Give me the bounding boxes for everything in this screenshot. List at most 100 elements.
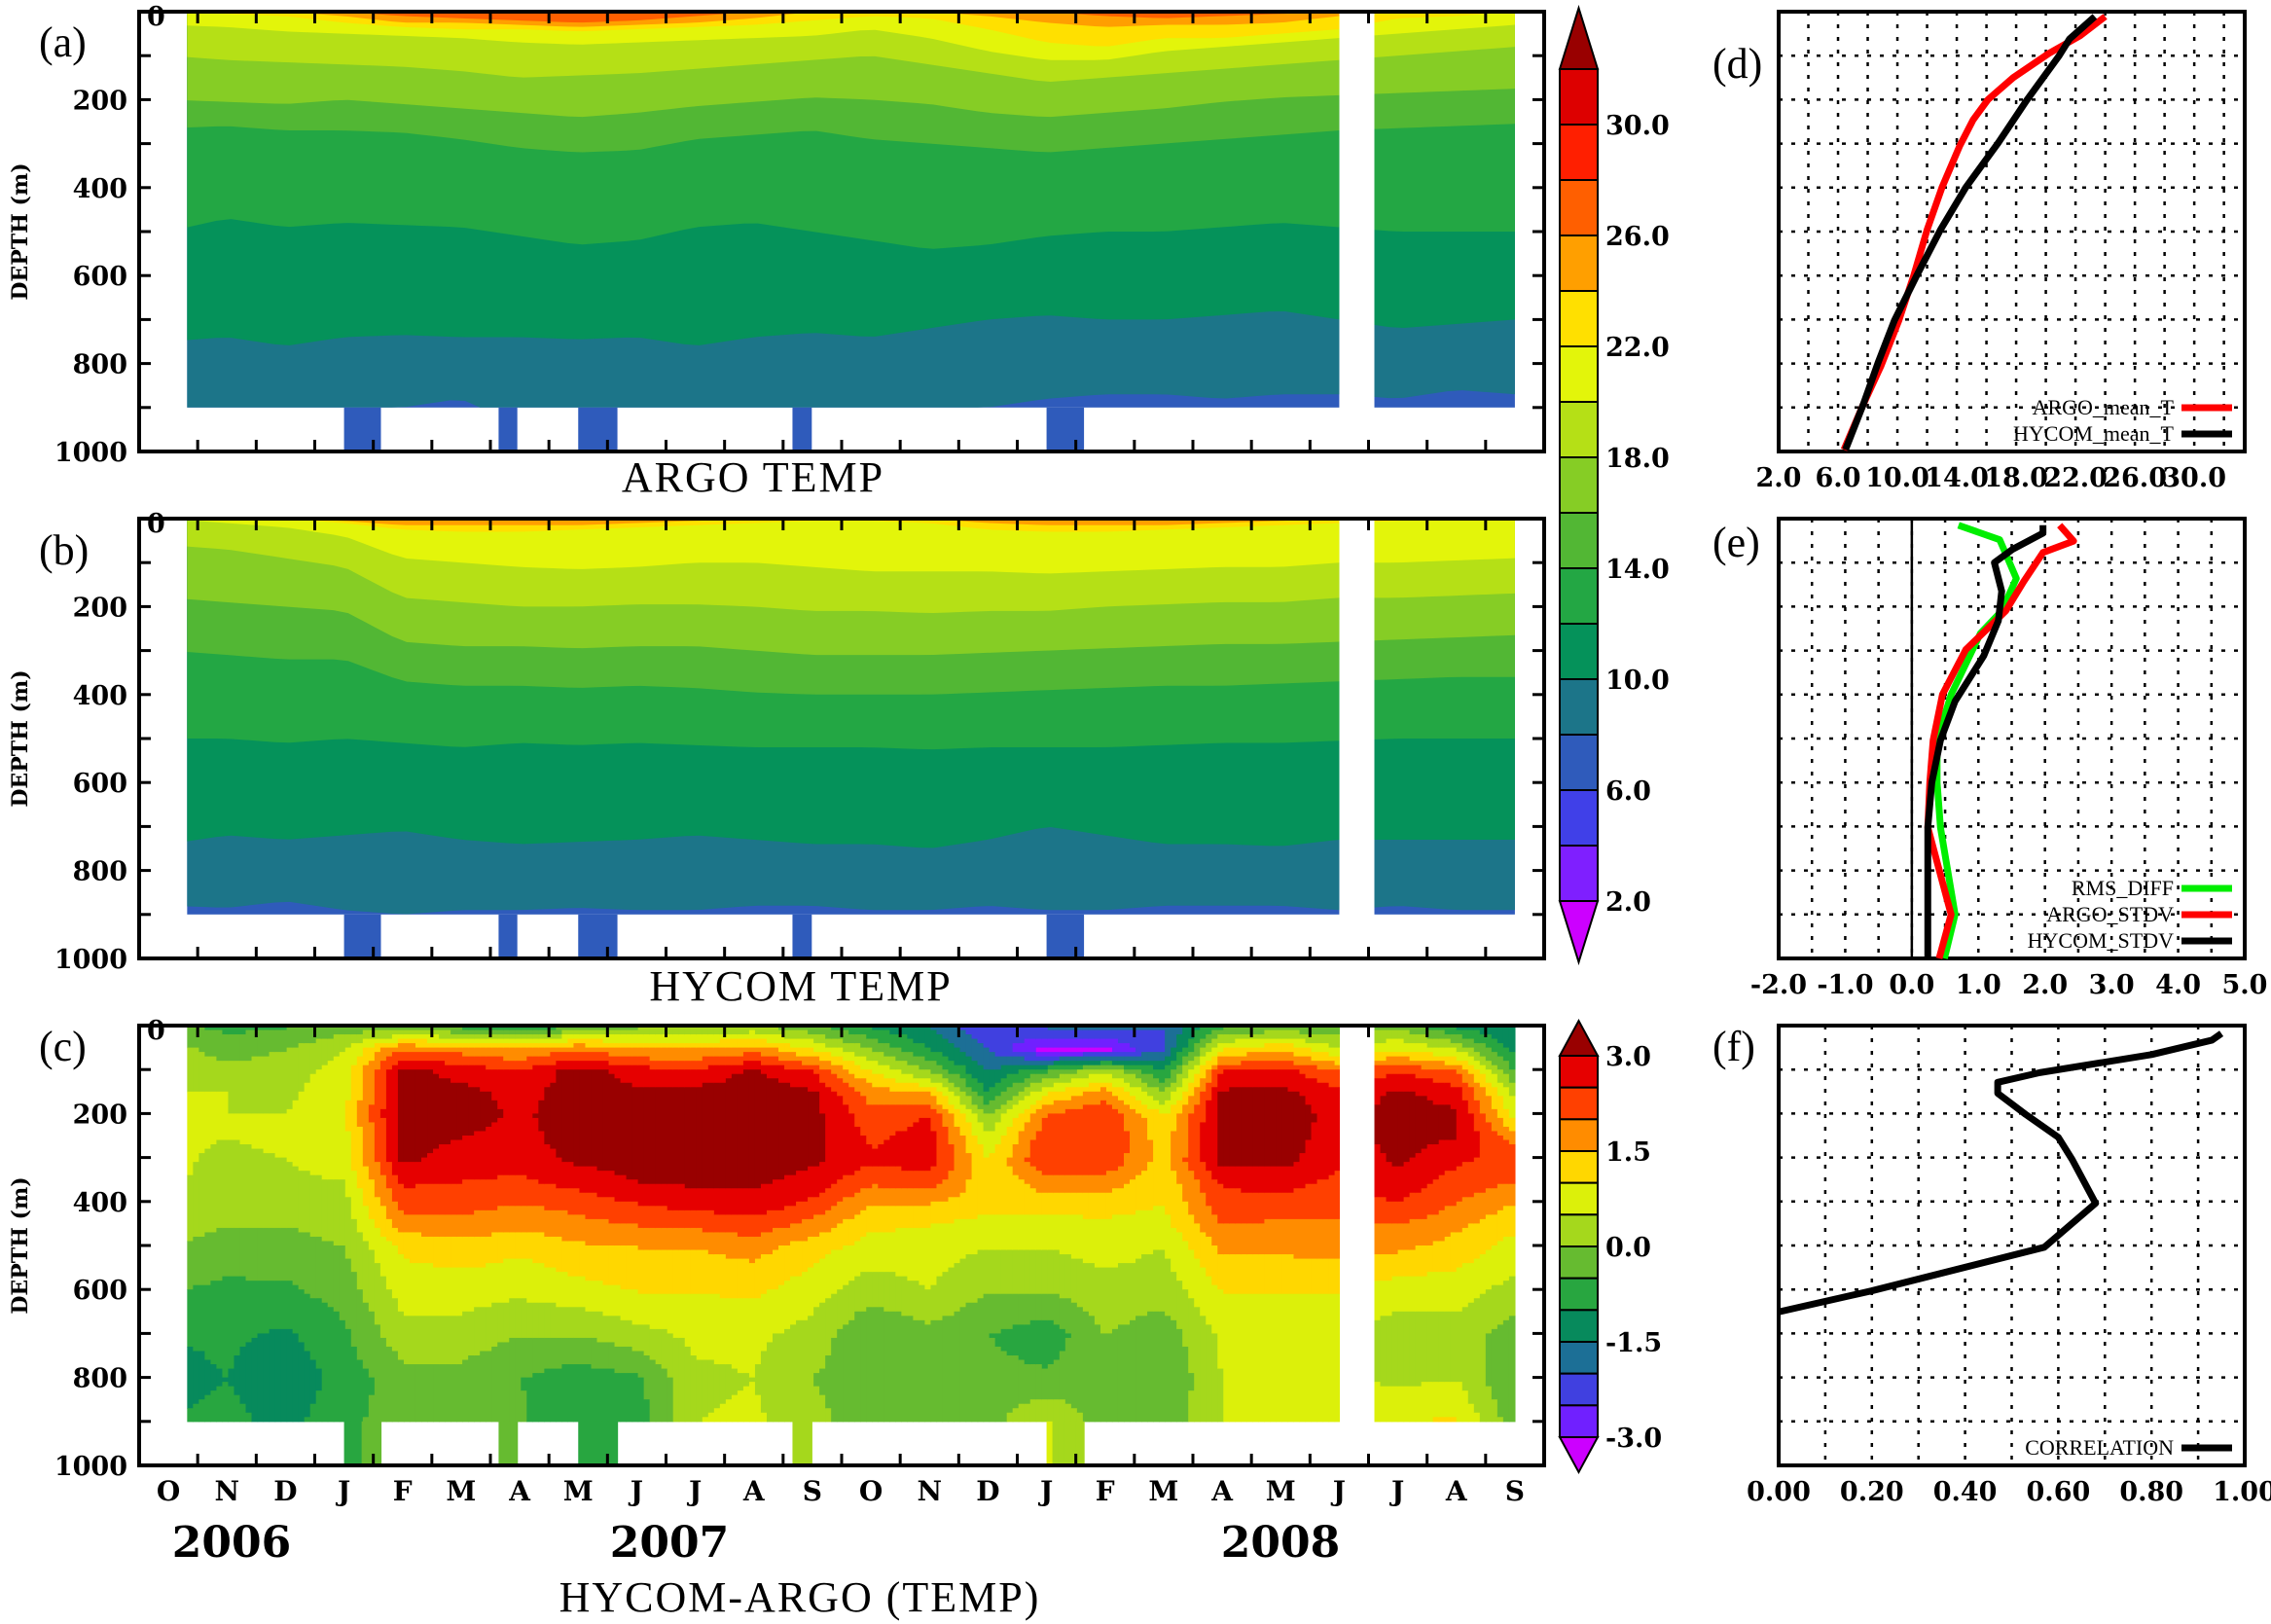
heatmap-cell: [913, 1091, 920, 1105]
heatmap-cell: [866, 1104, 873, 1145]
heatmap-cell: [228, 1113, 235, 1141]
heatmap-cell: [1206, 1236, 1212, 1278]
heatmap-cell: [1029, 1249, 1037, 1295]
heatmap-cell: [228, 1034, 235, 1062]
heatmap-cell: [526, 1179, 533, 1207]
heatmap-cell: [678, 1209, 686, 1229]
heatmap-cell: [385, 1241, 393, 1290]
heatmap-cell: [274, 1052, 282, 1114]
heatmap-cell: [784, 1082, 791, 1176]
temperature-colorbar-label: 14.0: [1605, 555, 1670, 585]
heatmap-cell: [228, 1227, 235, 1278]
heatmap-cell: [919, 1078, 926, 1088]
heatmap-cell: [1258, 1047, 1266, 1053]
heatmap-cell: [796, 1029, 803, 1040]
heatmap-cell: [924, 1188, 932, 1207]
heatmap-cell: [878, 1026, 884, 1031]
heatmap-cell: [462, 1026, 469, 1031]
depth-tick-label: 1000: [54, 438, 127, 468]
heatmap-cell: [942, 1272, 950, 1317]
heatmap-cell: [643, 1324, 651, 1356]
heatmap-cell: [1397, 1091, 1405, 1168]
heatmap-cell: [1147, 1065, 1154, 1075]
heatmap-cell: [1076, 1174, 1084, 1194]
heatmap-cell: [210, 1026, 218, 1031]
heatmap-cell: [802, 1029, 809, 1040]
heatmap-cell: [790, 1029, 797, 1040]
heatmap-cell: [702, 1249, 709, 1295]
heatmap-cell: [1059, 1082, 1066, 1093]
heatmap-cell: [356, 1043, 364, 1058]
heatmap-cell: [655, 1034, 663, 1044]
heatmap-cell: [959, 1307, 967, 1423]
heatmap-cell: [690, 1249, 698, 1295]
heatmap-cell: [1426, 1026, 1434, 1031]
heatmap-cell: [895, 1104, 902, 1133]
heatmap-cell: [924, 1069, 932, 1079]
heatmap-cell: [286, 1328, 294, 1423]
heatmap-cell: [1064, 1026, 1072, 1031]
heatmap-cell: [819, 1394, 826, 1423]
heatmap-cell: [397, 1029, 405, 1035]
heatmap-cell: [672, 1337, 680, 1423]
heatmap-cell: [415, 1162, 422, 1185]
heatmap-cell: [837, 1201, 844, 1224]
heatmap-cell: [1099, 1073, 1107, 1084]
heatmap-cell: [1421, 1218, 1428, 1246]
heatmap-cell: [1188, 1214, 1195, 1251]
heatmap-cell: [1467, 1087, 1475, 1114]
temperature-colorbar-segment: [1559, 68, 1599, 126]
heatmap-cell: [837, 1056, 844, 1066]
heatmap-cell: [959, 1065, 967, 1079]
heatmap-cell: [451, 1364, 457, 1423]
month-label: M: [446, 1475, 476, 1507]
heatmap-cell: [1111, 1052, 1119, 1058]
heatmap-cell: [1018, 1026, 1026, 1044]
heatmap-cell: [486, 1069, 492, 1093]
heatmap-cell: [526, 1043, 533, 1049]
heatmap-cell: [503, 1061, 510, 1070]
heatmap-cell: [959, 1258, 967, 1308]
heatmap-cell: [883, 1104, 890, 1141]
heatmap-cell: [187, 1091, 194, 1176]
heatmap-cell: [1467, 1038, 1475, 1049]
heatmap-cell: [1153, 1206, 1160, 1251]
heatmap-cell: [491, 1029, 498, 1035]
heatmap-cell: [456, 1183, 463, 1215]
heatmap-cell: [702, 1417, 709, 1423]
heatmap-cell: [1508, 1117, 1516, 1133]
heatmap-cell: [1188, 1171, 1195, 1215]
heatmap-cell: [480, 1131, 487, 1180]
heatmap-cell: [1421, 1052, 1428, 1062]
heatmap-cell: [760, 1073, 768, 1185]
heatmap-cell: [1064, 1038, 1072, 1049]
heatmap-cell: [1070, 1174, 1078, 1194]
heatmap-cell: [239, 1026, 247, 1035]
heatmap-cell: [1211, 1026, 1218, 1031]
heatmap-cell: [1188, 1373, 1195, 1391]
heatmap-cell: [766, 1183, 774, 1211]
heatmap-cell: [872, 1232, 879, 1273]
heatmap-cell: [1409, 1311, 1417, 1388]
heatmap-cell: [1053, 1065, 1061, 1070]
heatmap-cell: [977, 1065, 985, 1084]
heatmap-cell: [544, 1183, 551, 1211]
heatmap-cell: [1094, 1218, 1101, 1269]
heatmap-cell: [971, 1254, 979, 1304]
heatmap-cell: [631, 1245, 639, 1290]
heatmap-cell: [339, 1179, 346, 1246]
heatmap-cell: [1153, 1061, 1160, 1070]
heatmap-cell: [538, 1065, 545, 1101]
heatmap-cell: [848, 1052, 855, 1062]
heatmap-cell: [1153, 1069, 1160, 1079]
heatmap-cell: [1409, 1073, 1417, 1093]
heatmap-cell: [655, 1061, 663, 1070]
heatmap-cell: [356, 1289, 364, 1361]
heatmap-cell: [713, 1214, 721, 1234]
heatmap-cell: [1229, 1293, 1236, 1423]
heatmap-cell: [585, 1364, 593, 1423]
heatmap-cell: [1473, 1082, 1481, 1101]
depth-tick-label: 800: [73, 1364, 127, 1394]
heatmap-cell: [819, 1043, 826, 1053]
heatmap-cell: [725, 1026, 733, 1035]
